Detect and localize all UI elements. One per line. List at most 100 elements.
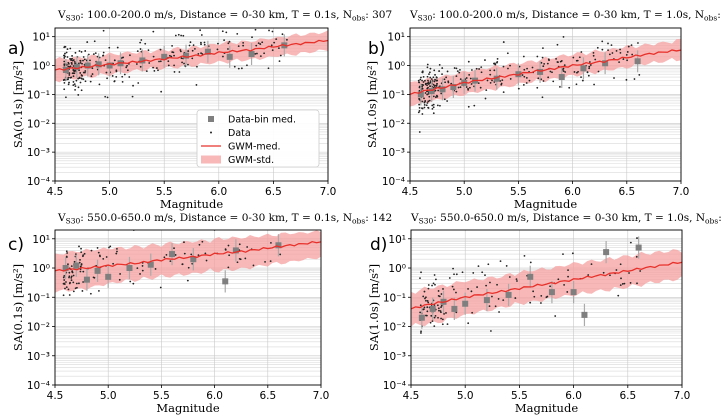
data-point: [436, 304, 439, 307]
title-v-sub: S30: [66, 14, 81, 23]
data-point: [470, 83, 473, 85]
data-point: [126, 69, 129, 72]
data-point: [459, 86, 462, 89]
data-point: [281, 33, 284, 36]
data-point: [564, 71, 567, 73]
data-point: [592, 54, 595, 57]
data-point: [441, 73, 443, 76]
data-point: [427, 86, 429, 89]
data-point: [65, 96, 67, 99]
data-point: [455, 75, 458, 78]
data-point: [183, 62, 185, 65]
data-point: [111, 75, 114, 77]
data-point: [269, 260, 272, 263]
data-point: [81, 62, 83, 65]
data-point: [578, 56, 581, 59]
data-point: [469, 77, 472, 80]
data-point: [270, 44, 273, 47]
data-point: [70, 275, 73, 278]
data-point: [447, 80, 450, 83]
bin-marker: [537, 68, 544, 75]
data-point: [436, 104, 439, 107]
data-point: [77, 77, 80, 80]
data-point: [430, 78, 433, 80]
title-count: : 142: [365, 212, 392, 224]
data-point: [242, 44, 245, 47]
y-tick-label: 10⁻³: [382, 147, 405, 159]
data-point: [196, 65, 198, 68]
data-point: [434, 78, 436, 81]
data-point: [197, 52, 200, 55]
data-point: [80, 51, 83, 53]
data-point: [205, 259, 208, 262]
y-axis-label: SA(1.0s) [m/s²]: [365, 61, 379, 148]
data-point: [423, 290, 426, 293]
data-point: [559, 60, 562, 63]
y-tick-label: 10⁻³: [27, 351, 50, 363]
data-point: [452, 288, 455, 291]
data-point: [257, 42, 260, 45]
data-point: [200, 34, 203, 36]
data-point: [479, 86, 482, 89]
data-point: [458, 71, 461, 74]
bin-marker: [73, 262, 80, 269]
data-point: [422, 308, 425, 311]
data-point: [82, 59, 84, 62]
data-point: [468, 86, 471, 89]
data-point: [418, 86, 421, 89]
data-point: [62, 282, 65, 285]
data-point: [433, 274, 436, 276]
data-point: [434, 283, 436, 286]
data-point: [432, 282, 435, 285]
data-point: [455, 273, 458, 276]
data-point: [158, 60, 160, 63]
data-point: [80, 247, 82, 250]
data-point: [425, 296, 427, 299]
bin-marker: [558, 74, 565, 81]
data-point: [493, 69, 496, 72]
data-point: [254, 28, 257, 31]
data-point: [139, 48, 142, 50]
data-point: [485, 89, 488, 92]
data-point: [434, 84, 436, 87]
data-point: [562, 253, 564, 256]
data-point: [203, 43, 206, 46]
data-point: [432, 106, 435, 109]
data-point: [63, 45, 66, 48]
data-point: [136, 50, 139, 53]
bin-marker: [548, 289, 555, 296]
data-point: [529, 301, 532, 304]
data-point: [531, 66, 534, 69]
data-point: [615, 49, 618, 52]
data-point: [533, 295, 536, 298]
data-point: [63, 60, 66, 63]
data-point: [636, 237, 638, 239]
data-point: [92, 276, 95, 279]
bin-marker: [169, 251, 176, 258]
data-point: [139, 273, 141, 275]
data-point: [419, 277, 421, 280]
data-point: [108, 46, 111, 49]
data-point: [495, 61, 498, 64]
data-point: [74, 88, 76, 91]
data-point: [586, 71, 589, 73]
bin-markers: [62, 234, 282, 293]
panel-title: VS30: 100.0-200.0 m/s, Distance = 0-30 k…: [57, 9, 392, 23]
title-rest: : 100.0-200.0 m/s, Distance = 0-30 km, T…: [80, 9, 352, 21]
median-line: [55, 240, 321, 272]
data-points: [62, 28, 288, 99]
data-point: [437, 290, 440, 292]
data-point: [507, 67, 509, 70]
data-point: [68, 74, 71, 76]
bin-marker: [232, 247, 239, 254]
x-tick-label: 4.5: [402, 186, 419, 198]
data-point: [74, 85, 77, 87]
data-point: [113, 59, 116, 62]
bin-marker: [581, 311, 588, 318]
data-point: [179, 50, 182, 53]
bin-marker: [161, 53, 168, 60]
data-point: [160, 90, 163, 93]
bin-marker: [62, 67, 69, 73]
data-point: [467, 105, 470, 108]
title-v: V: [57, 9, 66, 21]
